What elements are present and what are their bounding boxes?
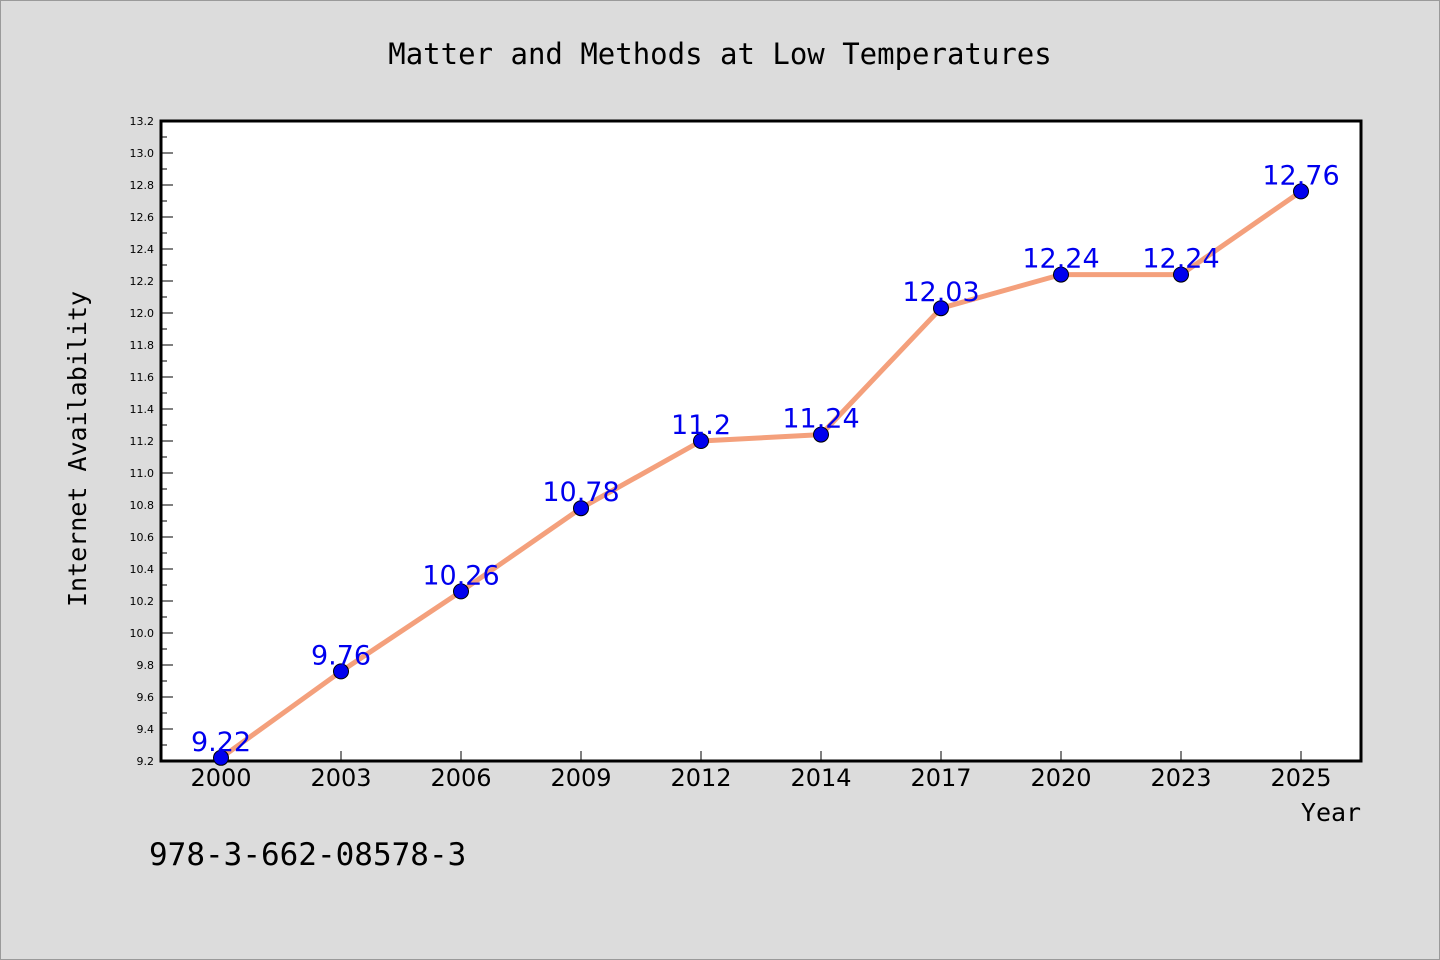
y-tick-label: 11.4 bbox=[130, 403, 155, 416]
x-tick-label: 2009 bbox=[550, 764, 611, 792]
isbn-text: 978-3-662-08578-3 bbox=[149, 837, 466, 873]
x-tick-label: 2017 bbox=[910, 764, 971, 792]
data-point bbox=[1173, 266, 1189, 283]
y-tick-label: 11.0 bbox=[130, 467, 155, 480]
data-point bbox=[1293, 183, 1309, 200]
data-labels: 9.22 9.76 10.26 10.78 11.2 11.24 12.03 12.24 12.… bbox=[191, 160, 1340, 757]
data-point-markers bbox=[213, 183, 1309, 766]
y-tick-label: 9.2 bbox=[137, 755, 155, 768]
y-axis-label: Internet Availability bbox=[63, 291, 92, 607]
data-point bbox=[333, 663, 349, 680]
data-point bbox=[813, 426, 829, 443]
x-tick-label: 2000 bbox=[190, 764, 251, 792]
y-tick-label: 10.0 bbox=[130, 627, 155, 640]
y-tick-label: 10.2 bbox=[130, 595, 155, 608]
y-tick-label: 9.8 bbox=[137, 659, 155, 672]
y-tick-label: 9.4 bbox=[137, 723, 155, 736]
data-point bbox=[1053, 266, 1069, 283]
data-label: 12.24 bbox=[1022, 244, 1099, 275]
data-point bbox=[933, 300, 949, 317]
y-tick-label: 12.0 bbox=[130, 307, 155, 320]
y-tick-label: 11.8 bbox=[130, 339, 155, 352]
y-tick-label: 10.8 bbox=[130, 499, 155, 512]
x-tick-label: 2012 bbox=[670, 764, 731, 792]
series-line bbox=[218, 188, 1304, 761]
data-label: 12.24 bbox=[1142, 244, 1219, 275]
x-tick-label: 2020 bbox=[1030, 764, 1091, 792]
y-tick-label: 11.2 bbox=[130, 435, 155, 448]
data-point bbox=[693, 433, 709, 449]
y-axis-ticks: 9.2 9.4 9.6 9.8 10.0 10.2 10.4 10.6 10.8 11.0 11.2… bbox=[130, 115, 173, 768]
x-tick-label: 2023 bbox=[1150, 764, 1211, 792]
y-tick-label: 11.6 bbox=[130, 371, 155, 384]
x-tick-label: 2006 bbox=[430, 764, 491, 792]
plot-area bbox=[159, 119, 1363, 763]
y-tick-label: 9.6 bbox=[137, 691, 155, 704]
chart-title: Matter and Methods at Low Temperatures bbox=[388, 37, 1051, 71]
data-point bbox=[453, 583, 469, 600]
data-label: 9.22 bbox=[191, 727, 251, 758]
data-label: 11.2 bbox=[671, 410, 731, 441]
y-tick-label: 13.0 bbox=[130, 147, 155, 160]
data-point bbox=[213, 749, 229, 766]
y-tick-label: 12.6 bbox=[130, 211, 155, 224]
y-tick-label: 10.6 bbox=[130, 531, 155, 544]
y-tick-label: 12.2 bbox=[130, 275, 155, 288]
series-line-group bbox=[218, 188, 1304, 761]
y-tick-label: 13.2 bbox=[130, 115, 155, 128]
y-tick-label: 12.4 bbox=[130, 243, 155, 256]
data-label: 12.03 bbox=[902, 277, 979, 308]
data-label: 10.78 bbox=[542, 477, 619, 508]
data-label: 10.26 bbox=[422, 560, 499, 591]
x-tick-label: 2025 bbox=[1270, 764, 1331, 792]
x-tick-label: 2003 bbox=[310, 764, 371, 792]
y-tick-label: 10.4 bbox=[130, 563, 155, 576]
data-label: 12.76 bbox=[1262, 160, 1339, 191]
x-tick-label: 2014 bbox=[790, 764, 851, 792]
data-label: 9.76 bbox=[311, 640, 371, 671]
data-point bbox=[573, 500, 589, 517]
y-tick-label: 12.8 bbox=[130, 179, 155, 192]
x-axis-ticks: 2000 2003 2006 2009 2012 2014 2017 2020 2023 2025 bbox=[190, 751, 1332, 792]
x-axis-label: Year bbox=[1301, 798, 1361, 827]
data-label: 11.24 bbox=[782, 404, 859, 435]
